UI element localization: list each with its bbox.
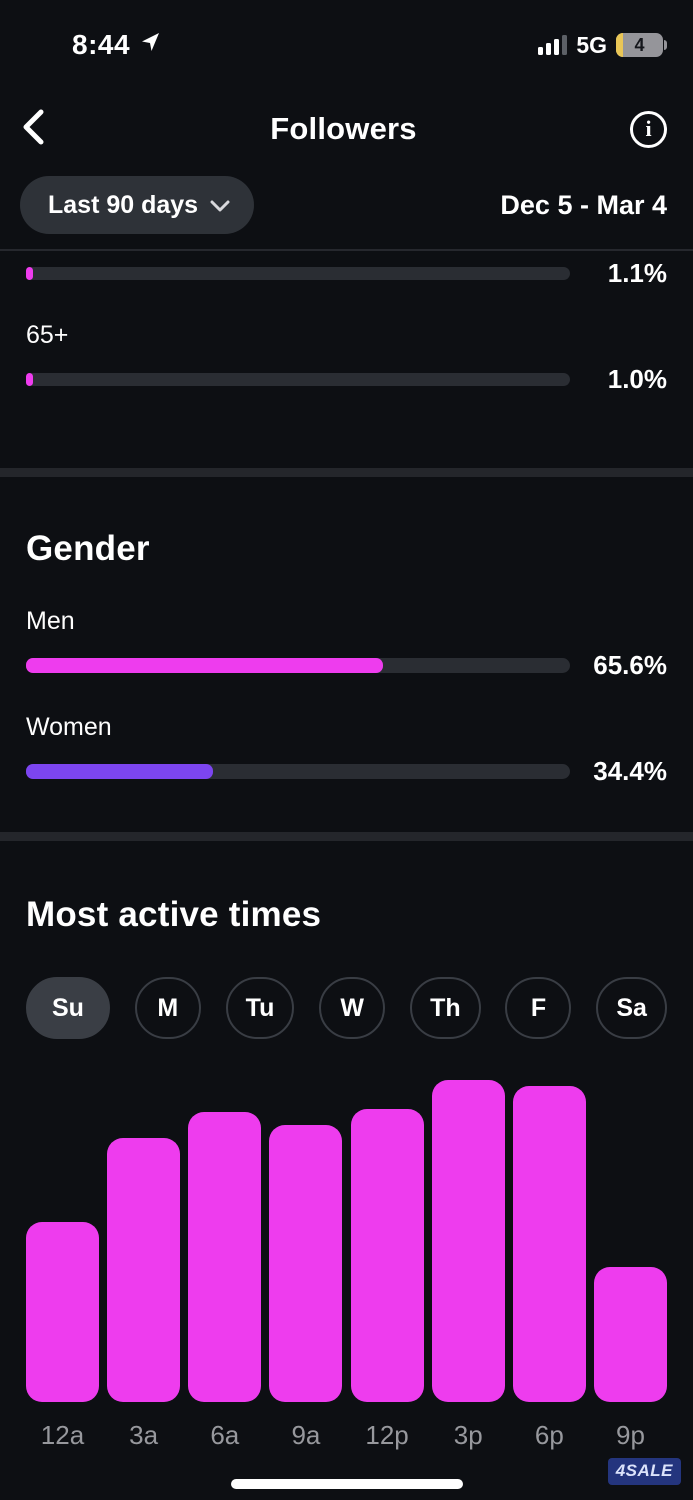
active-times-chart (26, 1080, 667, 1402)
gender-section: Gender Men 65.6% Women 34.4% (0, 529, 693, 787)
battery-icon: 4 (616, 33, 667, 57)
age-stat-value: 1.0% (607, 364, 667, 394)
active-times-chart-labels: 12a 3a 6a 9a 12p 3p 6p 9p (26, 1420, 667, 1451)
age-section: 1.1% 65+ 1.0% (0, 258, 693, 395)
age-bar-fill (26, 267, 33, 280)
network-type-label: 5G (576, 31, 607, 58)
location-arrow-icon (138, 29, 162, 61)
activity-bar-3a (107, 1137, 181, 1402)
activity-tick-label: 6p (534, 1420, 564, 1450)
gender-stat-label: Women (26, 713, 112, 741)
status-time: 8:44 (72, 29, 131, 60)
section-divider (0, 468, 693, 477)
battery-percent: 4 (634, 34, 645, 55)
age-stat-label: 65+ (26, 321, 69, 349)
info-icon (630, 110, 667, 148)
women-bar-fill (26, 764, 214, 779)
activity-bar-12a (26, 1221, 99, 1402)
age-stat-row: 1.0% (26, 364, 667, 395)
age-stat-value: 1.1% (607, 258, 667, 288)
day-pill-thursday[interactable]: Th (410, 977, 481, 1039)
date-range-selector[interactable]: Last 90 days (20, 176, 255, 234)
activity-bar-12p (350, 1108, 424, 1402)
divider (0, 249, 693, 251)
gender-section-title: Gender (26, 529, 150, 568)
activity-bar-6p (512, 1086, 586, 1402)
watermark-badge: 4SALE (607, 1458, 681, 1485)
activity-tick-label: 3p (453, 1420, 483, 1450)
chevron-down-icon (210, 191, 230, 220)
activity-bar-9a (269, 1125, 343, 1402)
age-stat-row: 1.1% (26, 258, 667, 289)
section-divider (0, 832, 693, 841)
most-active-times-title: Most active times (26, 895, 322, 934)
info-button[interactable] (627, 109, 667, 149)
day-pill-friday[interactable]: F (505, 977, 572, 1039)
gender-stat-row: 34.4% (26, 756, 667, 787)
age-bar-track (26, 267, 570, 280)
page-header: Followers (0, 64, 693, 160)
day-pill-tuesday[interactable]: Tu (225, 977, 295, 1039)
gender-stat-value: 34.4% (593, 756, 667, 786)
activity-tick-label: 12p (365, 1420, 409, 1450)
men-bar-fill (26, 658, 383, 673)
activity-tick-label: 12a (40, 1420, 85, 1450)
day-pill-sunday[interactable]: Su (26, 977, 110, 1039)
battery-fill (616, 33, 623, 57)
activity-bar-3p (431, 1080, 505, 1402)
date-range-label: Dec 5 - Mar 4 (500, 189, 667, 220)
date-range-selector-label: Last 90 days (48, 190, 199, 219)
status-bar: 8:44 5G 4 (0, 0, 693, 64)
back-button[interactable] (20, 109, 60, 149)
gender-bar-track (26, 658, 570, 673)
activity-tick-label: 3a (129, 1420, 159, 1450)
activity-bar-6a (188, 1112, 262, 1402)
day-pill-monday[interactable]: M (134, 977, 201, 1039)
age-bar-fill (26, 373, 33, 386)
day-pill-saturday[interactable]: Sa (596, 977, 667, 1039)
activity-tick-label: 9p (616, 1420, 645, 1450)
gender-stat-label: Men (26, 607, 75, 635)
page-title: Followers (270, 111, 417, 146)
filter-row: Last 90 days Dec 5 - Mar 4 (0, 160, 693, 234)
activity-bar-9p (593, 1266, 667, 1402)
gender-bar-track (26, 764, 570, 779)
day-pill-wednesday[interactable]: W (319, 977, 386, 1039)
day-selector: Su M Tu W Th F Sa (26, 977, 667, 1039)
activity-tick-label: 9a (291, 1420, 321, 1450)
gender-stat-row: 65.6% (26, 650, 667, 681)
gender-stat-value: 65.6% (593, 650, 667, 680)
home-indicator[interactable] (230, 1479, 463, 1489)
back-chevron-icon (20, 107, 46, 152)
age-bar-track (26, 373, 570, 386)
cellular-signal-icon (538, 35, 568, 55)
activity-tick-label: 6a (210, 1420, 240, 1450)
most-active-times-section: Most active times Su M Tu W Th F Sa 12a 3… (0, 895, 693, 1451)
